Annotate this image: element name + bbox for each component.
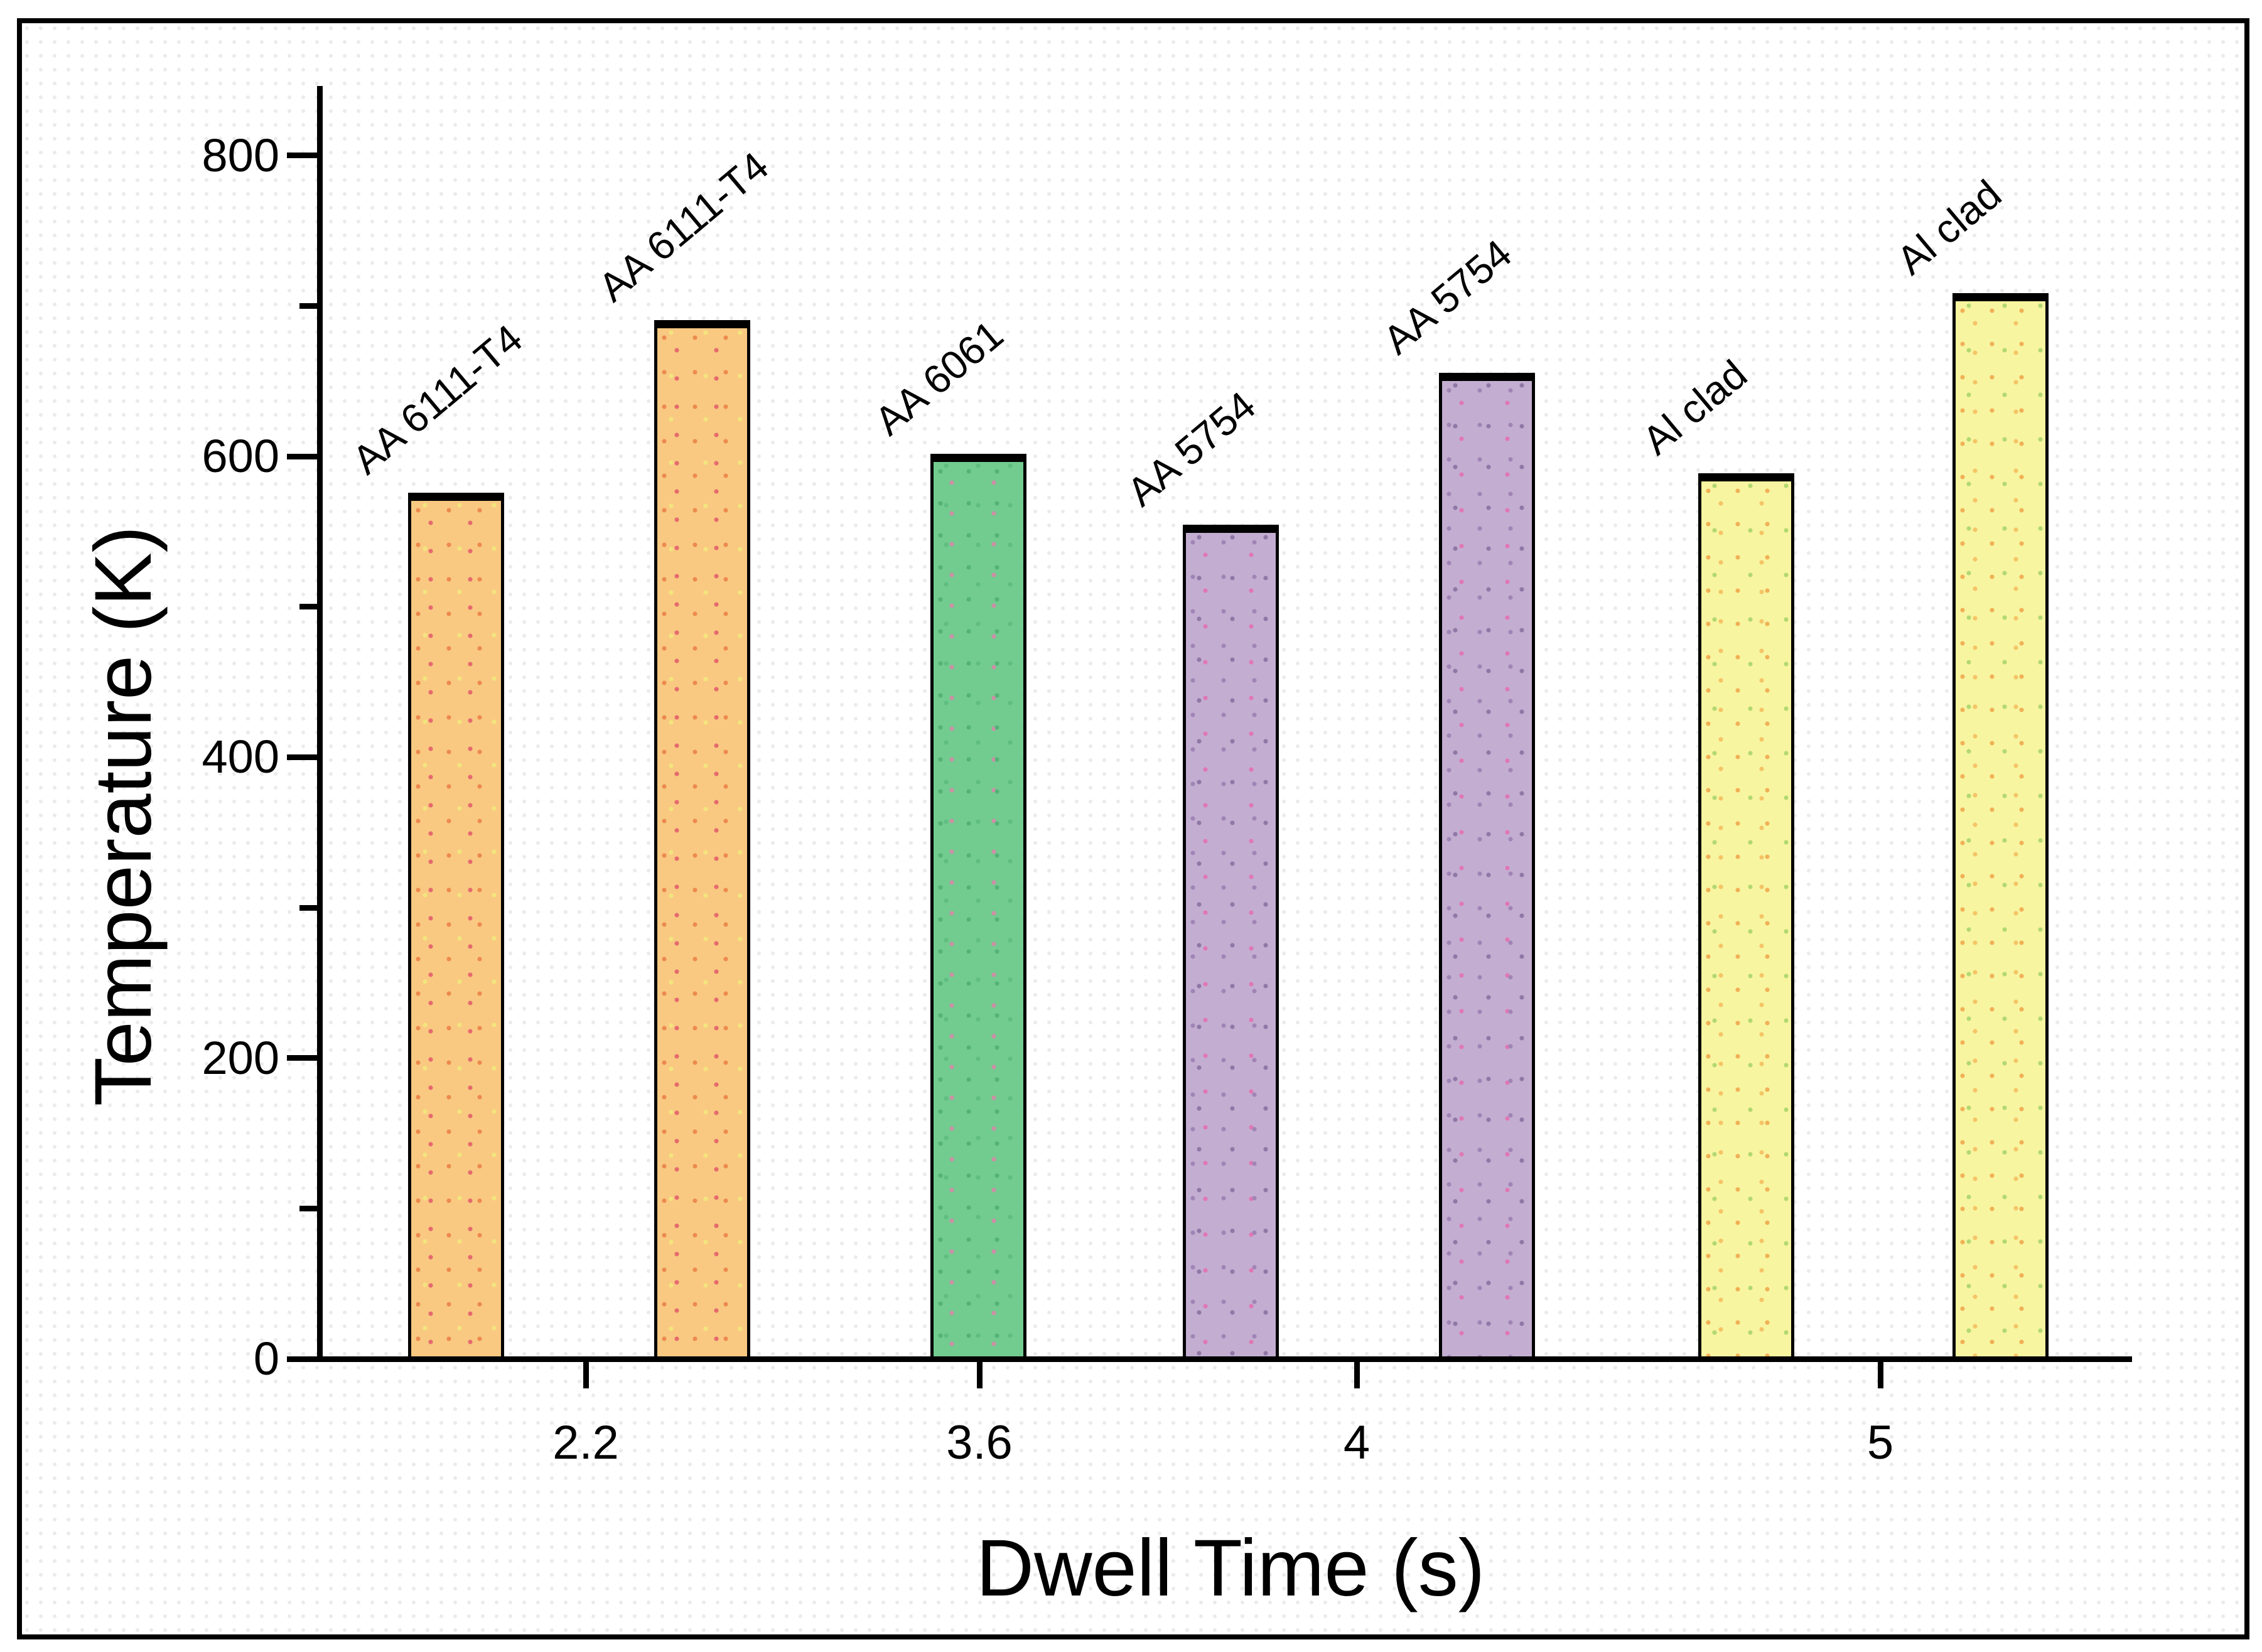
y-major-tick — [287, 754, 317, 760]
bar — [408, 493, 504, 1360]
bar-label: AA 6111-T4 — [343, 315, 531, 483]
y-axis-line — [317, 86, 323, 1362]
bar — [930, 454, 1026, 1360]
y-major-tick — [287, 1055, 317, 1061]
y-major-tick — [287, 454, 317, 459]
bar-label: Al clad — [1888, 171, 2010, 284]
bar-label: AA 6111-T4 — [590, 142, 777, 311]
y-minor-tick — [299, 1206, 317, 1211]
y-minor-tick — [299, 303, 317, 309]
bar-label: AA 5754 — [1118, 382, 1264, 515]
x-tick-label: 5 — [1866, 1416, 1894, 1469]
y-tick-label: 600 — [202, 430, 279, 482]
y-major-tick — [287, 153, 317, 158]
bar — [1439, 373, 1535, 1360]
x-tick-label: 4 — [1343, 1416, 1371, 1469]
x-tick-label: 3.6 — [946, 1416, 1013, 1469]
y-minor-tick — [299, 905, 317, 911]
bar — [654, 320, 750, 1360]
y-minor-tick — [299, 604, 317, 609]
figure-frame: 800 600 400 200 0 2.2 3.6 4 5 AA 6111-T4 AA 6111-… — [17, 18, 2249, 1639]
x-major-tick — [977, 1362, 983, 1388]
y-tick-label: 400 — [202, 731, 279, 783]
x-axis-title: Dwell Time (s) — [976, 1523, 1485, 1613]
bar — [1698, 473, 1794, 1360]
y-major-tick — [287, 1356, 317, 1362]
bar-label: AA 5754 — [1374, 230, 1521, 363]
bar-label: AA 6061 — [866, 311, 1012, 444]
y-axis-title: Temperature (K) — [78, 525, 168, 1107]
y-tick-label: 200 — [202, 1032, 279, 1084]
x-major-tick — [1878, 1362, 1883, 1388]
y-tick-label: 0 — [253, 1333, 279, 1385]
x-tick-label: 2.2 — [552, 1416, 619, 1469]
y-tick-label: 800 — [202, 129, 279, 181]
bar — [1952, 293, 2049, 1360]
x-major-tick — [583, 1362, 589, 1388]
x-major-tick — [1354, 1362, 1360, 1388]
bar — [1183, 525, 1279, 1360]
bar-label: Al clad — [1634, 351, 1756, 464]
